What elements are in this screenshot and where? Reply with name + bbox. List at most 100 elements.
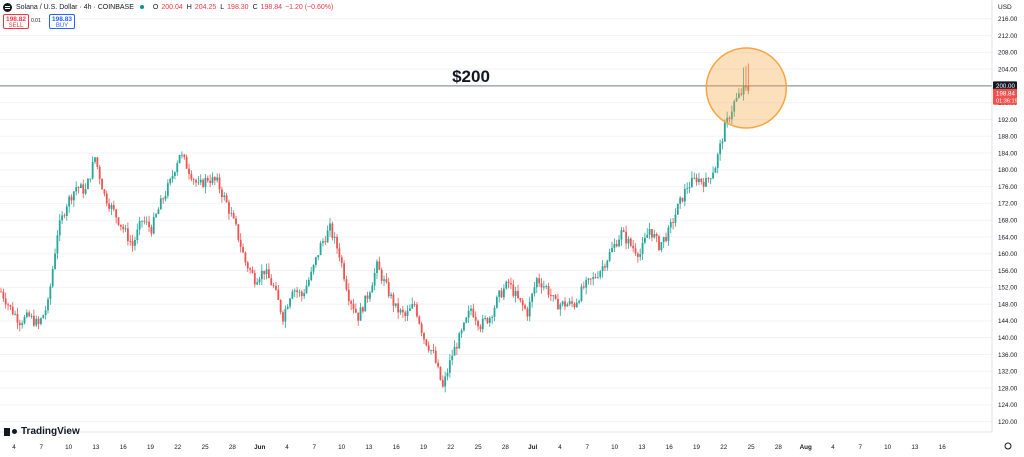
candle-body [176, 163, 179, 173]
candle-body [357, 312, 360, 321]
candle-body [535, 278, 538, 288]
candle-body [110, 205, 113, 209]
x-tick-label: 4 [831, 444, 835, 451]
tradingview-logo[interactable]: TradingView [4, 426, 80, 437]
candle-body [644, 237, 646, 243]
symbol-title[interactable]: Solana / U.S. Dollar · 4h · COINBASE [16, 3, 134, 11]
candle-body [698, 178, 700, 183]
candle-body [37, 318, 40, 324]
low-label: L [220, 3, 225, 11]
candle-body [51, 268, 54, 287]
candle-body [30, 315, 33, 317]
close-value: 198.84 [260, 3, 283, 11]
level-price-tag-text: 200.00 [996, 83, 1015, 90]
candle-body [190, 173, 193, 180]
candle-body [298, 291, 301, 293]
candle-body [524, 305, 526, 309]
candle-body [604, 266, 606, 268]
candle-body [658, 236, 660, 251]
candle-body [300, 291, 303, 297]
candle-body [80, 184, 82, 189]
candle-body [305, 285, 308, 294]
x-tick-label: 16 [120, 444, 128, 451]
buy-price: 198.83 [52, 16, 72, 23]
candle-body [347, 289, 350, 302]
candle-body [72, 191, 75, 201]
candle-body [242, 247, 244, 253]
candle-body [216, 177, 219, 181]
candle-body [112, 205, 115, 210]
candle-body [387, 282, 390, 297]
candle-body [159, 198, 162, 210]
candle-body [28, 312, 31, 317]
candle-body [662, 236, 665, 243]
candle-body [152, 216, 155, 234]
candle-body [540, 283, 543, 288]
candle-body [101, 179, 103, 190]
overlay: $200 [0, 47, 992, 440]
candle-body [594, 276, 597, 278]
candle-body [291, 291, 294, 299]
y-tick-label: 156.00 [998, 268, 1018, 275]
candle-body [568, 301, 571, 305]
x-tick-label: 28 [775, 444, 783, 451]
candle-body [531, 293, 533, 302]
candle-body [35, 318, 38, 326]
x-tick-label: 25 [202, 444, 210, 451]
candle-body [505, 281, 508, 289]
candle-body [641, 242, 644, 255]
candle-body [723, 122, 726, 142]
tradingview-mark-icon [4, 427, 18, 436]
y-tick-label: 192.00 [998, 117, 1018, 124]
y-tick-label: 132.00 [998, 369, 1018, 376]
candle-body [213, 177, 216, 181]
candle-body [192, 179, 195, 180]
y-tick-label: 140.00 [998, 335, 1018, 342]
candle-body [94, 157, 96, 163]
candle-body [272, 285, 275, 287]
time-axis-bg [0, 432, 1024, 452]
candle-body [707, 177, 710, 179]
candle-body [286, 306, 289, 310]
candle-body [627, 238, 630, 244]
candle-body [105, 193, 108, 204]
candle-body [352, 303, 355, 310]
x-tick-label: Jun [254, 444, 265, 451]
candle-body [571, 301, 573, 304]
candle-body [209, 180, 212, 184]
candle-body [394, 303, 397, 306]
candle-body [369, 292, 371, 299]
candle-body [580, 286, 583, 301]
candle-body [75, 187, 78, 192]
settings-gear-icon[interactable] [1004, 442, 1012, 450]
x-tick-label: 4 [558, 444, 562, 451]
candle-body [122, 226, 125, 230]
last-price-tag [993, 88, 1017, 105]
candle-body [293, 290, 296, 292]
x-tick-label: 22 [720, 444, 728, 451]
candle-body [195, 179, 197, 183]
candle-body [679, 197, 682, 204]
candle-body [136, 229, 139, 240]
candle-body [498, 290, 501, 297]
y-tick-label: 172.00 [998, 201, 1018, 208]
sell-label: SELL [8, 23, 24, 29]
candle-body [599, 271, 602, 277]
candle-body [456, 346, 458, 349]
candle-body [87, 178, 89, 190]
candle-body [230, 213, 233, 215]
candle-body [11, 306, 14, 315]
buy-button[interactable]: 198.83 BUY [49, 14, 75, 29]
candle-body [23, 316, 26, 324]
candle-body [575, 302, 578, 308]
candle-body [324, 241, 327, 243]
candle-body [592, 276, 595, 280]
open-label: O [152, 3, 159, 11]
sell-button[interactable]: 198.82 SELL [3, 14, 29, 29]
candle-body [566, 304, 569, 307]
candle-body [514, 291, 517, 296]
x-tick-label: 7 [40, 444, 44, 451]
